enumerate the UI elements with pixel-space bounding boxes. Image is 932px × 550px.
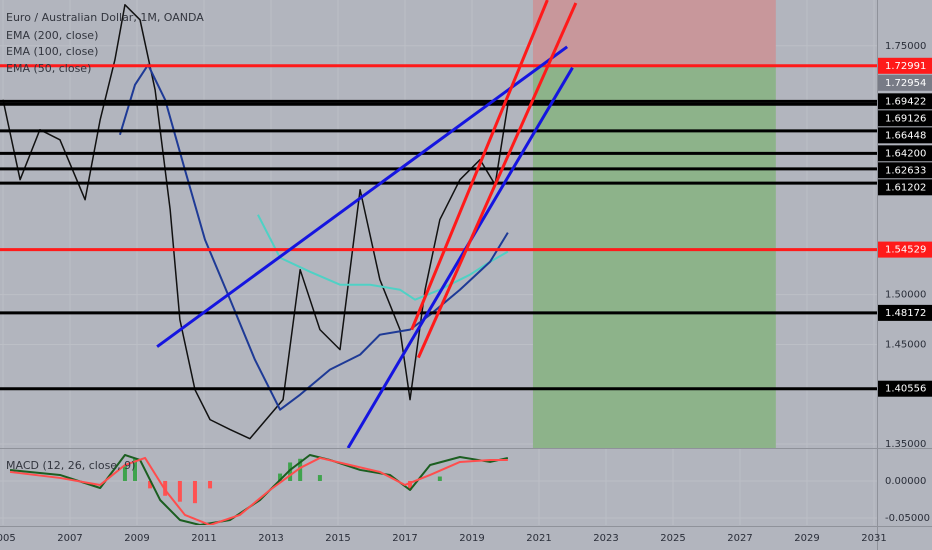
plot-layer	[0, 0, 932, 525]
price-label-box	[878, 304, 932, 321]
price-label-box	[878, 127, 932, 144]
price-label: 1.64200	[885, 148, 926, 159]
main-pane	[0, 0, 877, 448]
x-tick-label: 2027	[727, 533, 752, 544]
x-tick-label: 2029	[794, 533, 819, 544]
price-label-box	[878, 162, 932, 179]
histogram-bar	[278, 473, 283, 481]
price-line	[2, 4, 509, 440]
price-label: 1.69126	[885, 113, 926, 124]
y-tick-label: 1.35000	[885, 439, 926, 450]
x-tick-label: 2023	[593, 533, 618, 544]
x-tick-label: 2015	[325, 533, 350, 544]
macd-title: MACD (12, 26, close, 9)	[6, 459, 135, 472]
signal-line	[9, 456, 508, 525]
trend-line	[410, 0, 549, 331]
x-tick-label: 2019	[459, 533, 484, 544]
histogram-bar	[148, 480, 153, 489]
y-tick-label: -0.05000	[885, 513, 930, 524]
trend-line	[417, 2, 578, 359]
price-label: 1.66448	[885, 130, 926, 141]
trend-line	[156, 45, 569, 348]
histogram-bar	[122, 466, 127, 481]
histogram-bar	[133, 458, 138, 481]
x-tick-label: 2031	[861, 533, 886, 544]
price-label: 1.69422	[885, 96, 926, 107]
trend-line	[346, 66, 574, 448]
histogram-bar	[192, 480, 197, 504]
price-label: 1.48172	[885, 308, 926, 319]
ema-line	[118, 63, 509, 411]
price-label-box	[878, 380, 932, 397]
price-label: 1.40556	[885, 384, 926, 395]
x-tick-label: 2007	[57, 533, 82, 544]
price-label-box	[878, 93, 932, 110]
x-tick-label: 2017	[392, 533, 417, 544]
price-label-box	[878, 74, 932, 91]
ema-line	[257, 214, 509, 301]
price-label-box	[878, 145, 932, 162]
stop-zone	[532, 0, 776, 66]
price-label-box	[878, 110, 932, 127]
price-label-box	[878, 241, 932, 258]
x-tick-label: 2009	[124, 533, 149, 544]
x-tick-label: 2011	[191, 533, 216, 544]
chart-title: Euro / Australian Dollar, 1M, OANDA	[6, 11, 204, 24]
legend-entry: EMA (100, close)	[6, 45, 98, 58]
price-label-box	[878, 179, 932, 196]
histogram-bar	[298, 458, 303, 481]
histogram-bar	[408, 480, 413, 490]
price-label: 1.72954	[885, 78, 926, 89]
histogram-bar	[177, 480, 182, 502]
legend-entry: EMA (200, close)	[6, 29, 98, 42]
histogram-bar	[208, 480, 213, 489]
x-tick-label: 2025	[660, 533, 685, 544]
price-label-box	[878, 57, 932, 74]
target-zone	[532, 65, 776, 448]
price-label: 1.72991	[885, 61, 926, 72]
legend-entry: EMA (50, close)	[6, 62, 91, 75]
histogram-bar	[317, 475, 322, 481]
x-tick-label: 2013	[258, 533, 283, 544]
y-tick-label: 1.75000	[885, 41, 926, 52]
y-tick-label: 1.50000	[885, 290, 926, 301]
macd-line	[9, 453, 509, 525]
price-label: 1.54529	[885, 245, 926, 256]
price-label: 1.62633	[885, 165, 926, 176]
x-tick-label: 2005	[0, 533, 16, 544]
y-tick-label: 1.45000	[885, 339, 926, 350]
y-tick-label: 0.00000	[885, 476, 926, 487]
price-label: 1.61202	[885, 182, 926, 193]
x-tick-label: 2021	[526, 533, 551, 544]
histogram-bar	[437, 476, 442, 481]
macd-pane	[9, 453, 509, 525]
histogram-bar	[288, 462, 293, 481]
